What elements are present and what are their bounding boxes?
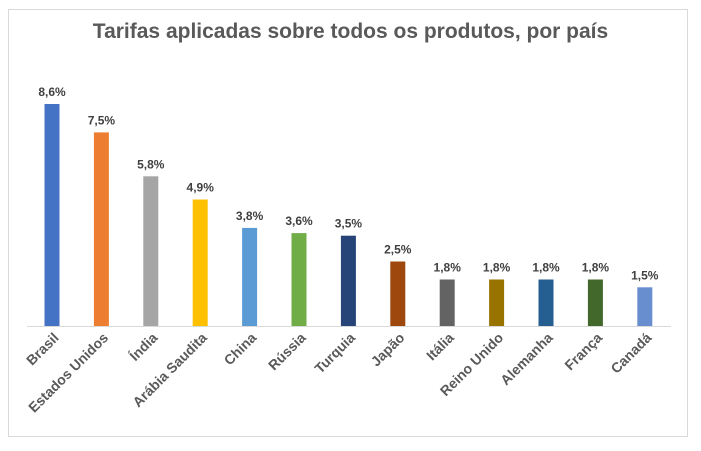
- x-tick-label-7: Japão: [368, 329, 408, 369]
- x-tick-label-4: China: [221, 329, 260, 368]
- bar-1: [93, 132, 109, 326]
- data-label-2: 5,8%: [137, 157, 165, 171]
- bar-0: [44, 104, 60, 326]
- bar-2: [143, 176, 159, 326]
- bar-10: [538, 279, 554, 326]
- bar-9: [489, 279, 505, 326]
- bar-12: [637, 287, 653, 326]
- data-label-8: 1,8%: [434, 261, 462, 275]
- chart-title: Tarifas aplicadas sobre todos os produto…: [92, 20, 609, 43]
- bar-7: [390, 261, 406, 326]
- data-label-6: 3,5%: [335, 217, 363, 231]
- x-tick-label-6: Turquia: [311, 329, 358, 376]
- x-tick-label-8: Itália: [423, 329, 457, 363]
- data-label-10: 1,8%: [532, 261, 560, 275]
- data-label-1: 7,5%: [88, 113, 116, 127]
- bar-11: [587, 279, 603, 326]
- bar-5: [291, 233, 307, 326]
- chart-frame: [8, 9, 688, 437]
- x-tick-label-10: Alemanha: [497, 329, 556, 388]
- bar-6: [340, 235, 356, 326]
- data-label-4: 3,8%: [236, 209, 264, 223]
- data-label-0: 8,6%: [38, 85, 66, 99]
- data-label-9: 1,8%: [483, 261, 511, 275]
- data-label-12: 1,5%: [631, 268, 659, 282]
- x-tick-label-2: Índia: [126, 329, 161, 364]
- data-label-11: 1,8%: [582, 261, 610, 275]
- bar-3: [192, 199, 208, 326]
- data-label-5: 3,6%: [285, 214, 313, 228]
- bar-8: [439, 279, 455, 326]
- x-tick-label-12: Canadá: [607, 329, 654, 376]
- x-tick-label-0: Brasil: [23, 329, 62, 368]
- x-tick-label-5: Rússia: [265, 329, 309, 373]
- data-label-3: 4,9%: [187, 181, 215, 195]
- x-tick-label-11: França: [561, 329, 605, 373]
- data-label-7: 2,5%: [384, 243, 412, 257]
- bar-4: [242, 227, 258, 326]
